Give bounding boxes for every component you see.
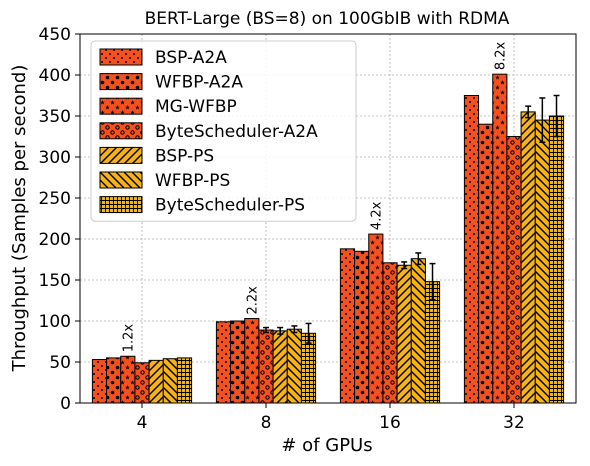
legend-item: MG-WFBP xyxy=(99,97,237,117)
legend-swatch xyxy=(99,146,143,164)
bar-WFBP-PS-8 xyxy=(286,328,302,404)
y-tick-label: 0 xyxy=(60,394,71,414)
y-tick-label: 200 xyxy=(39,230,71,250)
axes: 0 50 100 150 200 250 300 350 400 450 4 8 16 32 xyxy=(39,25,577,433)
bar-WFBP-A2A-4 xyxy=(106,357,122,404)
error-bar-BSP-PS-8 xyxy=(277,326,284,335)
legend-item: BSP-A2A xyxy=(99,48,227,68)
bar-MG-WFBP-16 xyxy=(368,233,384,404)
bar-BSP-A2A-32 xyxy=(463,95,480,404)
legend-item: WFBP-A2A xyxy=(99,73,243,93)
error-bar-ByteScheduler-PS-32 xyxy=(553,94,560,138)
x-tick-label: 4 xyxy=(137,413,148,433)
bar-MG-WFBP-8 xyxy=(244,318,260,404)
bar-BSP-A2A-8 xyxy=(215,321,232,404)
y-tick-label: 450 xyxy=(39,25,71,45)
y-tick-label: 400 xyxy=(39,66,71,86)
legend-item: WFBP-PS xyxy=(99,171,230,191)
bar-WFBP-PS-4 xyxy=(162,358,178,404)
bar-WFBP-PS-16 xyxy=(410,258,426,404)
legend-box xyxy=(90,40,357,222)
bar-BSP-PS-8 xyxy=(272,330,288,404)
legend-item: ByteScheduler-A2A xyxy=(99,122,318,142)
error-bar-ByteScheduler-PS-16 xyxy=(429,262,436,301)
bar-groups: 1.2x 2.2x 4.2x 8.2x xyxy=(91,42,565,404)
legend-label: WFBP-PS xyxy=(155,171,230,191)
legend-label: BSP-PS xyxy=(155,146,214,166)
bar-ByteScheduler-A2A-32 xyxy=(506,136,522,404)
chart-title: BERT-Large (BS=8) on 100GbIB with RDMA xyxy=(145,9,510,29)
bar-group-8 xyxy=(215,318,317,404)
bar-group-32 xyxy=(463,73,565,404)
bar-ByteScheduler-PS-4 xyxy=(176,357,193,404)
bar-BSP-A2A-16 xyxy=(339,248,356,404)
legend-label: WFBP-A2A xyxy=(155,73,243,93)
speedup-annotation: 1.2x xyxy=(121,324,136,353)
y-tick-label: 100 xyxy=(39,312,71,332)
error-bar-BSP-PS-32 xyxy=(525,105,532,119)
x-tick-label: 16 xyxy=(379,413,401,433)
error-bar-WFBP-PS-32 xyxy=(539,97,546,143)
bar-WFBP-PS-32 xyxy=(534,119,550,404)
speedup-annotation: 4.2x xyxy=(369,201,384,230)
bar-ByteScheduler-A2A-16 xyxy=(382,262,398,404)
speedup-annotation: 2.2x xyxy=(245,286,260,315)
legend-item: BSP-PS xyxy=(99,146,214,166)
bar-group-16 xyxy=(339,233,441,404)
x-axis-label: # of GPUs xyxy=(281,435,372,456)
bar-ByteScheduler-PS-32 xyxy=(548,115,565,404)
error-bar-BSP-PS-16 xyxy=(401,261,408,270)
y-tick-label: 300 xyxy=(39,148,71,168)
bar-BSP-PS-4 xyxy=(148,359,164,404)
error-bar-ByteScheduler-A2A-8 xyxy=(263,326,269,334)
x-tick-label: 8 xyxy=(261,413,272,433)
legend-label: BSP-A2A xyxy=(155,48,227,68)
error-bar-WFBP-PS-16 xyxy=(415,252,422,266)
legend: BSP-A2A WFBP-A2A MG-WFBP ByteScheduler-A2A B… xyxy=(90,40,357,222)
y-tick-label: 350 xyxy=(39,107,71,127)
y-tick-label: 250 xyxy=(39,189,71,209)
bar-BSP-A2A-4 xyxy=(91,359,108,404)
bar-BSP-PS-32 xyxy=(520,111,536,404)
x-tick-label: 32 xyxy=(503,413,525,433)
y-axis-label: Throughput (Samples per second) xyxy=(9,65,30,373)
legend-swatch xyxy=(99,97,143,115)
bar-WFBP-A2A-8 xyxy=(230,320,246,404)
legend-label: ByteScheduler-PS xyxy=(155,196,305,216)
bar-ByteScheduler-A2A-8 xyxy=(258,329,274,404)
speedup-annotation: 8.2x xyxy=(493,42,508,71)
bar-group-4 xyxy=(91,355,193,404)
bar-WFBP-A2A-16 xyxy=(354,250,370,404)
error-bar-ByteScheduler-PS-8 xyxy=(305,322,312,344)
legend-swatch xyxy=(99,171,143,189)
error-bar-WFBP-PS-8 xyxy=(291,325,298,334)
legend-swatch xyxy=(99,48,143,66)
legend-swatch xyxy=(99,122,143,140)
legend-swatch xyxy=(99,196,143,214)
legend-swatch xyxy=(99,73,143,91)
bar-ByteScheduler-A2A-4 xyxy=(134,362,150,404)
y-tick-label: 50 xyxy=(49,353,71,373)
y-tick-label: 150 xyxy=(39,271,71,291)
bar-MG-WFBP-32 xyxy=(492,73,508,404)
legend-label: ByteScheduler-A2A xyxy=(155,122,318,142)
bar-BSP-PS-16 xyxy=(396,264,412,404)
bar-MG-WFBP-4 xyxy=(120,355,136,404)
legend-item: ByteScheduler-PS xyxy=(99,196,305,216)
plot-frame xyxy=(79,33,577,404)
legend-label: MG-WFBP xyxy=(155,97,237,117)
bar-WFBP-A2A-32 xyxy=(478,123,494,404)
